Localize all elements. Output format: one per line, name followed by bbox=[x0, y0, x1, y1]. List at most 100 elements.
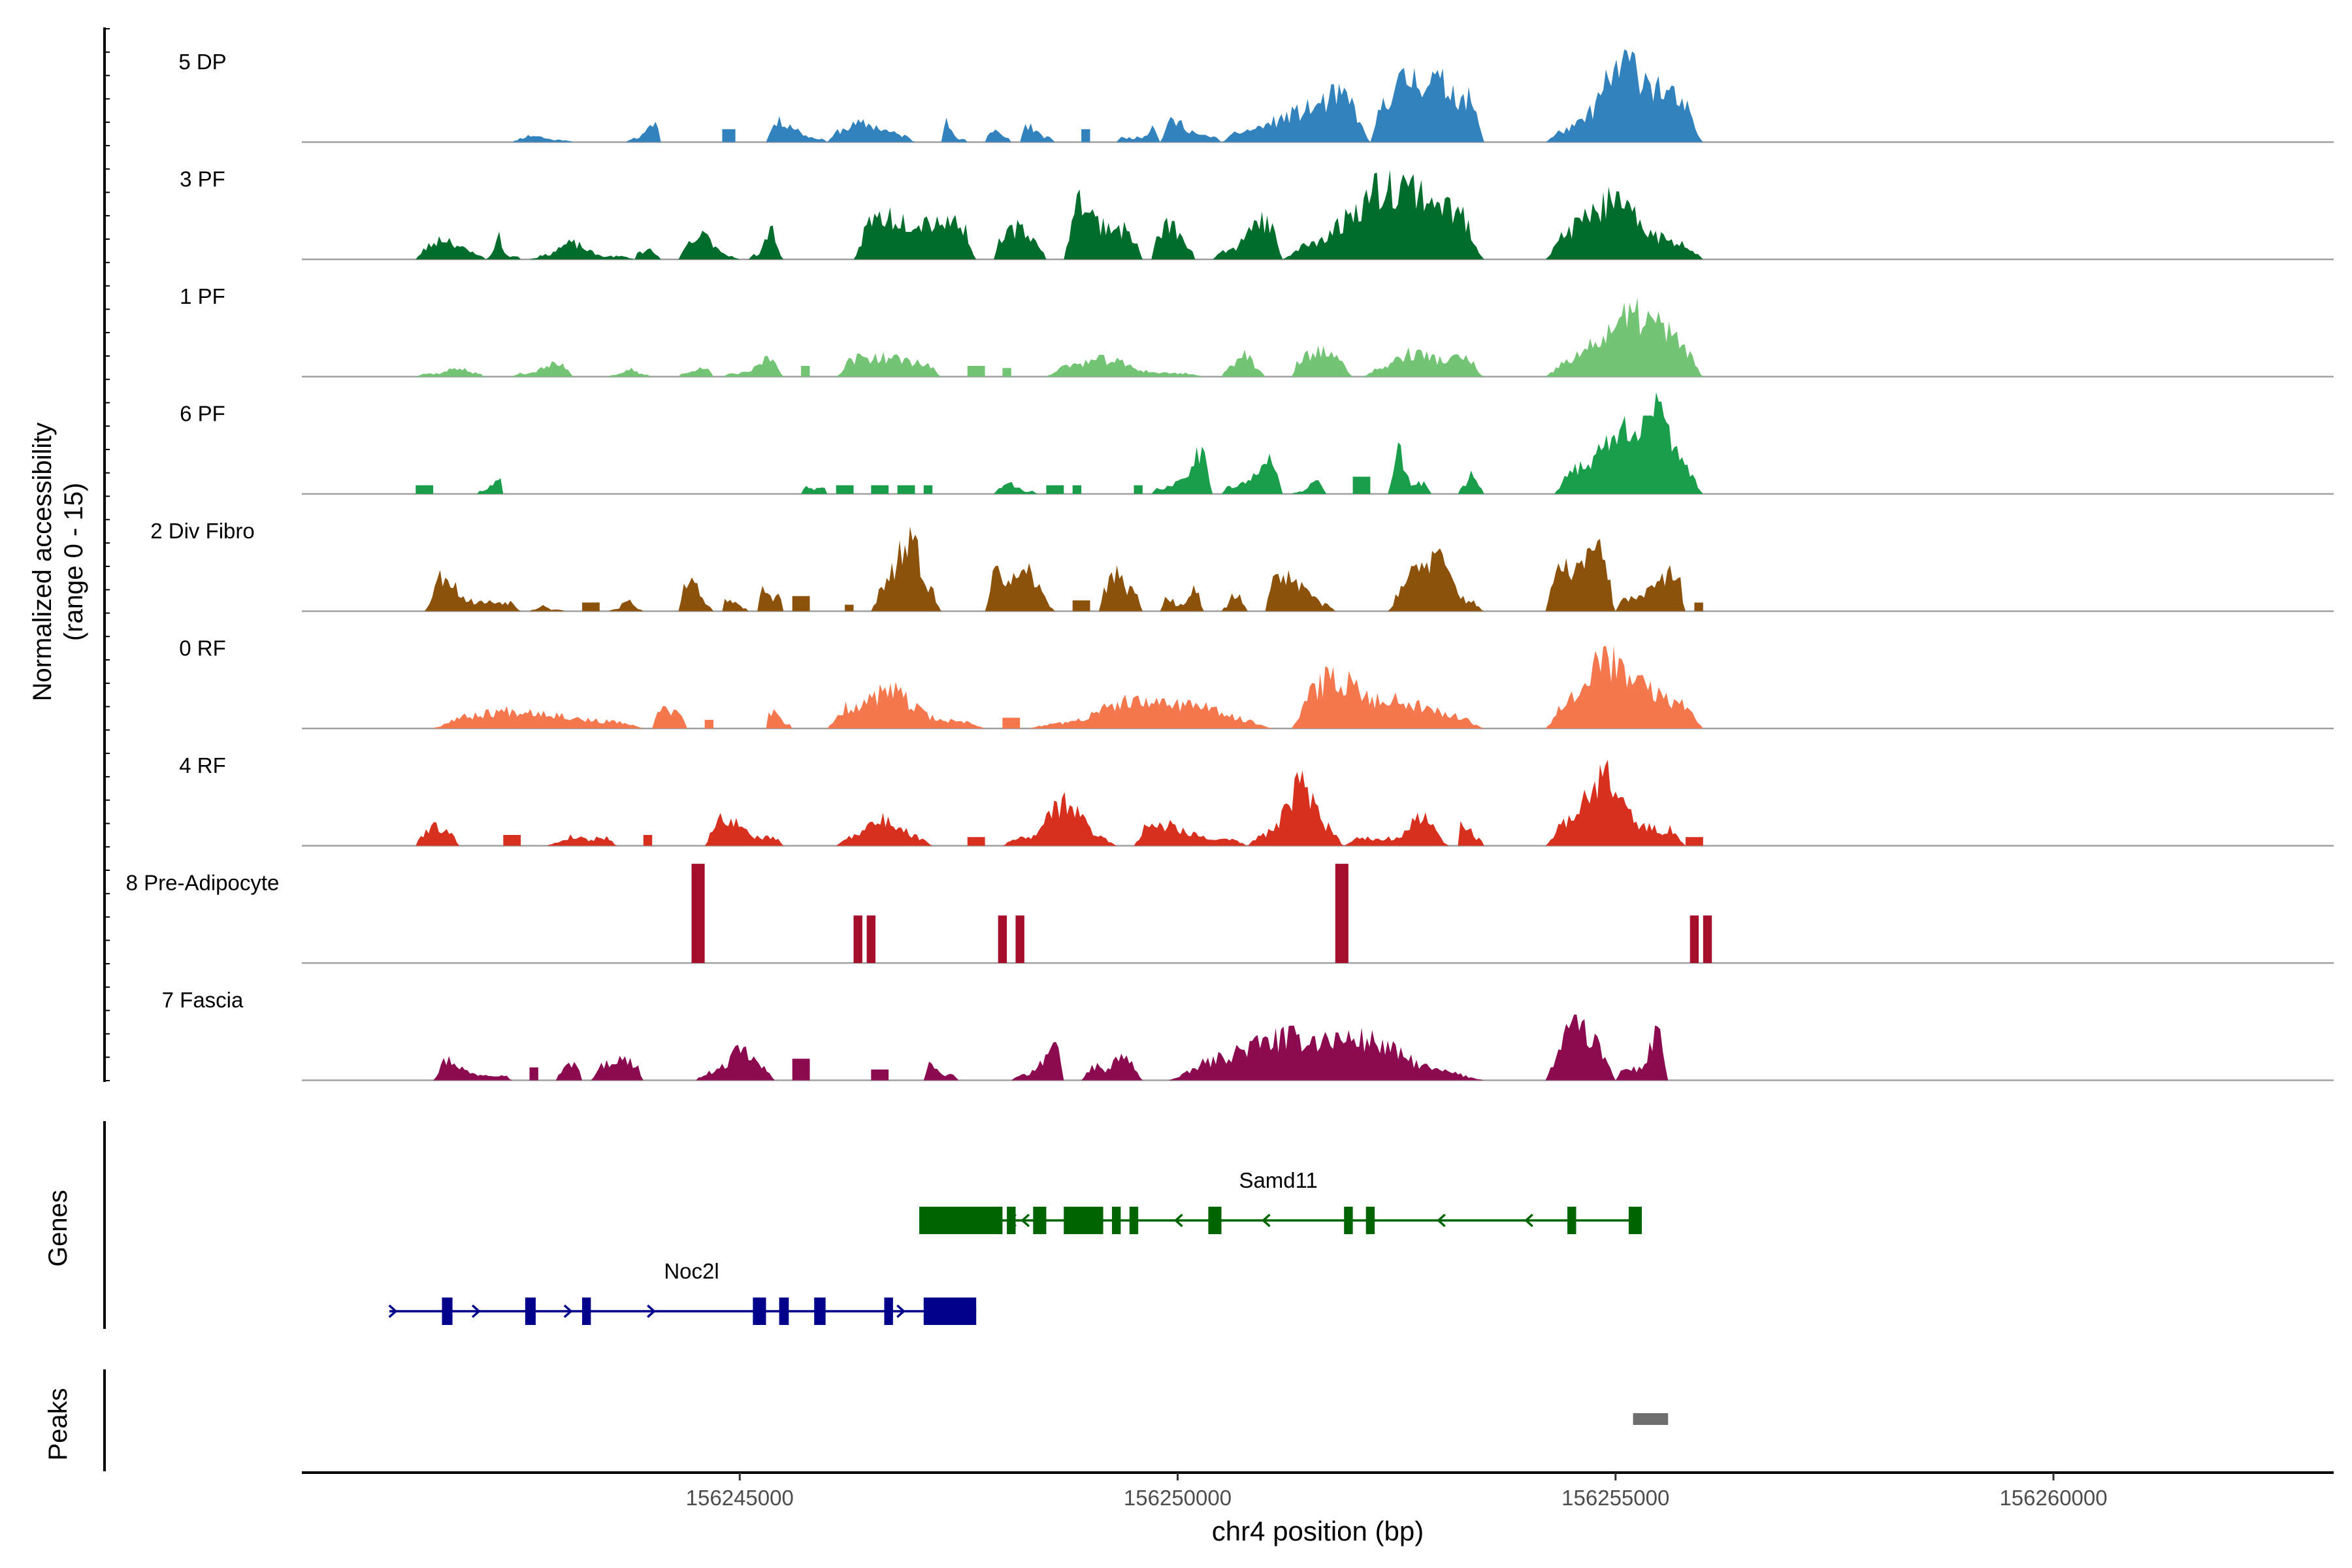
coverage-area bbox=[678, 367, 713, 377]
coverage-area bbox=[766, 709, 792, 728]
coverage-area bbox=[416, 368, 486, 377]
peaks-panel-label: Peaks bbox=[44, 1388, 73, 1460]
gene-exon bbox=[1129, 1207, 1139, 1234]
coverage-area bbox=[1458, 821, 1484, 846]
coverage-area bbox=[941, 118, 968, 142]
strand-arrow bbox=[647, 1304, 656, 1318]
coverage-area bbox=[871, 485, 889, 494]
coverage-tracks: 5 DP 3 PF 1 PF 6 PF 2 Div Fibro 0 RF 4 RF 8 Pre… bbox=[103, 27, 2334, 1082]
gene-exon bbox=[814, 1298, 826, 1325]
coverage-area bbox=[923, 1062, 959, 1081]
coverage-area bbox=[1221, 350, 1266, 377]
track-3: 1 PF bbox=[180, 284, 2334, 378]
coverage-area bbox=[1388, 548, 1484, 612]
coverage-area bbox=[1545, 645, 1703, 728]
coverage-area bbox=[1081, 129, 1090, 142]
track-label: 6 PF bbox=[180, 402, 225, 426]
x-axis-title: chr4 position (bp) bbox=[1212, 1516, 1424, 1546]
gene-exon bbox=[581, 1298, 591, 1325]
gene-label: Noc2l bbox=[664, 1259, 719, 1283]
coverage-area bbox=[1554, 392, 1703, 494]
coverage-area bbox=[1072, 485, 1082, 494]
coverage-area bbox=[1081, 1053, 1143, 1081]
coverage-area bbox=[1098, 565, 1143, 612]
coverage-area bbox=[1291, 666, 1484, 728]
gene-exon bbox=[1567, 1207, 1576, 1234]
coverage-area bbox=[748, 225, 784, 259]
coverage-area bbox=[801, 366, 810, 377]
coverage-area bbox=[547, 834, 617, 846]
coverage-area bbox=[1545, 187, 1703, 259]
coverage-area bbox=[1134, 485, 1143, 494]
coverage-area bbox=[836, 485, 854, 494]
x-tick-label: 156255000 bbox=[1561, 1486, 1669, 1510]
coverage-area bbox=[529, 1067, 538, 1081]
coverage-area bbox=[1545, 1015, 1616, 1081]
coverage-area bbox=[416, 236, 486, 259]
coverage-area bbox=[416, 822, 460, 846]
coverage-area bbox=[529, 605, 565, 612]
track-label: 8 Pre-Adipocyte bbox=[126, 871, 280, 895]
coverage-area bbox=[1352, 476, 1371, 494]
track-label: 1 PF bbox=[180, 284, 225, 308]
gene-exon bbox=[753, 1298, 766, 1325]
gene-exon bbox=[1208, 1207, 1222, 1234]
coverage-area bbox=[897, 485, 915, 494]
coverage-area bbox=[998, 915, 1007, 963]
gene-exon bbox=[1007, 1207, 1016, 1234]
coverage-area bbox=[766, 116, 828, 142]
coverage-area bbox=[1221, 453, 1283, 494]
coverage-area bbox=[722, 598, 749, 612]
coverage-area bbox=[1291, 346, 1353, 377]
coverage-area bbox=[871, 1070, 889, 1081]
coverage-area bbox=[757, 585, 784, 612]
coverage-area bbox=[827, 681, 985, 728]
coverage-area bbox=[1291, 480, 1327, 494]
gene-exon bbox=[1365, 1207, 1375, 1234]
coverage-area bbox=[792, 1058, 810, 1081]
coverage-area bbox=[1247, 770, 1345, 846]
coverage-area bbox=[643, 835, 653, 846]
coverage-area bbox=[1335, 864, 1348, 963]
coverage-area bbox=[1046, 485, 1064, 494]
coverage-area bbox=[1362, 347, 1484, 377]
coverage-area bbox=[1160, 116, 1222, 142]
coverage-area bbox=[1015, 915, 1024, 963]
coverage-area bbox=[433, 706, 644, 728]
coverage-area bbox=[1028, 694, 1274, 728]
coverage-area bbox=[626, 122, 661, 142]
gene-exon bbox=[1111, 1207, 1121, 1234]
gene-exon bbox=[442, 1298, 453, 1325]
coverage-area bbox=[923, 485, 933, 494]
coverage-area bbox=[634, 248, 661, 259]
coverage-area bbox=[836, 351, 941, 377]
coverage-area bbox=[512, 135, 574, 142]
track-2: 3 PF bbox=[180, 167, 2334, 261]
track-7: 4 RF bbox=[179, 753, 2334, 847]
coverage-area bbox=[1151, 218, 1196, 259]
coverage-area bbox=[678, 231, 740, 259]
coverage-area bbox=[792, 596, 810, 612]
coverage-area bbox=[1690, 915, 1699, 963]
coverage-area bbox=[652, 706, 687, 728]
coverage-area bbox=[1046, 355, 1204, 377]
track-6: 0 RF bbox=[179, 636, 2334, 730]
coverage-area bbox=[1064, 189, 1143, 259]
coverage-area bbox=[691, 864, 705, 963]
coverage-area bbox=[1221, 84, 1371, 142]
coverage-area bbox=[591, 1055, 644, 1081]
coverage-area bbox=[1116, 125, 1160, 142]
gene-exon bbox=[1033, 1207, 1047, 1234]
track-label: 7 Fascia bbox=[162, 988, 244, 1012]
x-tick-label: 156260000 bbox=[1999, 1486, 2107, 1510]
track-1: 5 DP bbox=[178, 49, 2334, 143]
coverage-area bbox=[1615, 565, 1686, 612]
coverage-area bbox=[994, 220, 1047, 259]
coverage-area bbox=[801, 485, 828, 494]
coverage-area bbox=[1160, 585, 1204, 612]
strand-arrow bbox=[896, 1304, 906, 1318]
coverage-area bbox=[871, 526, 941, 612]
track-9: 7 Fascia bbox=[162, 988, 2334, 1081]
genes-panel: Samd11 Noc2l bbox=[103, 1121, 1642, 1329]
